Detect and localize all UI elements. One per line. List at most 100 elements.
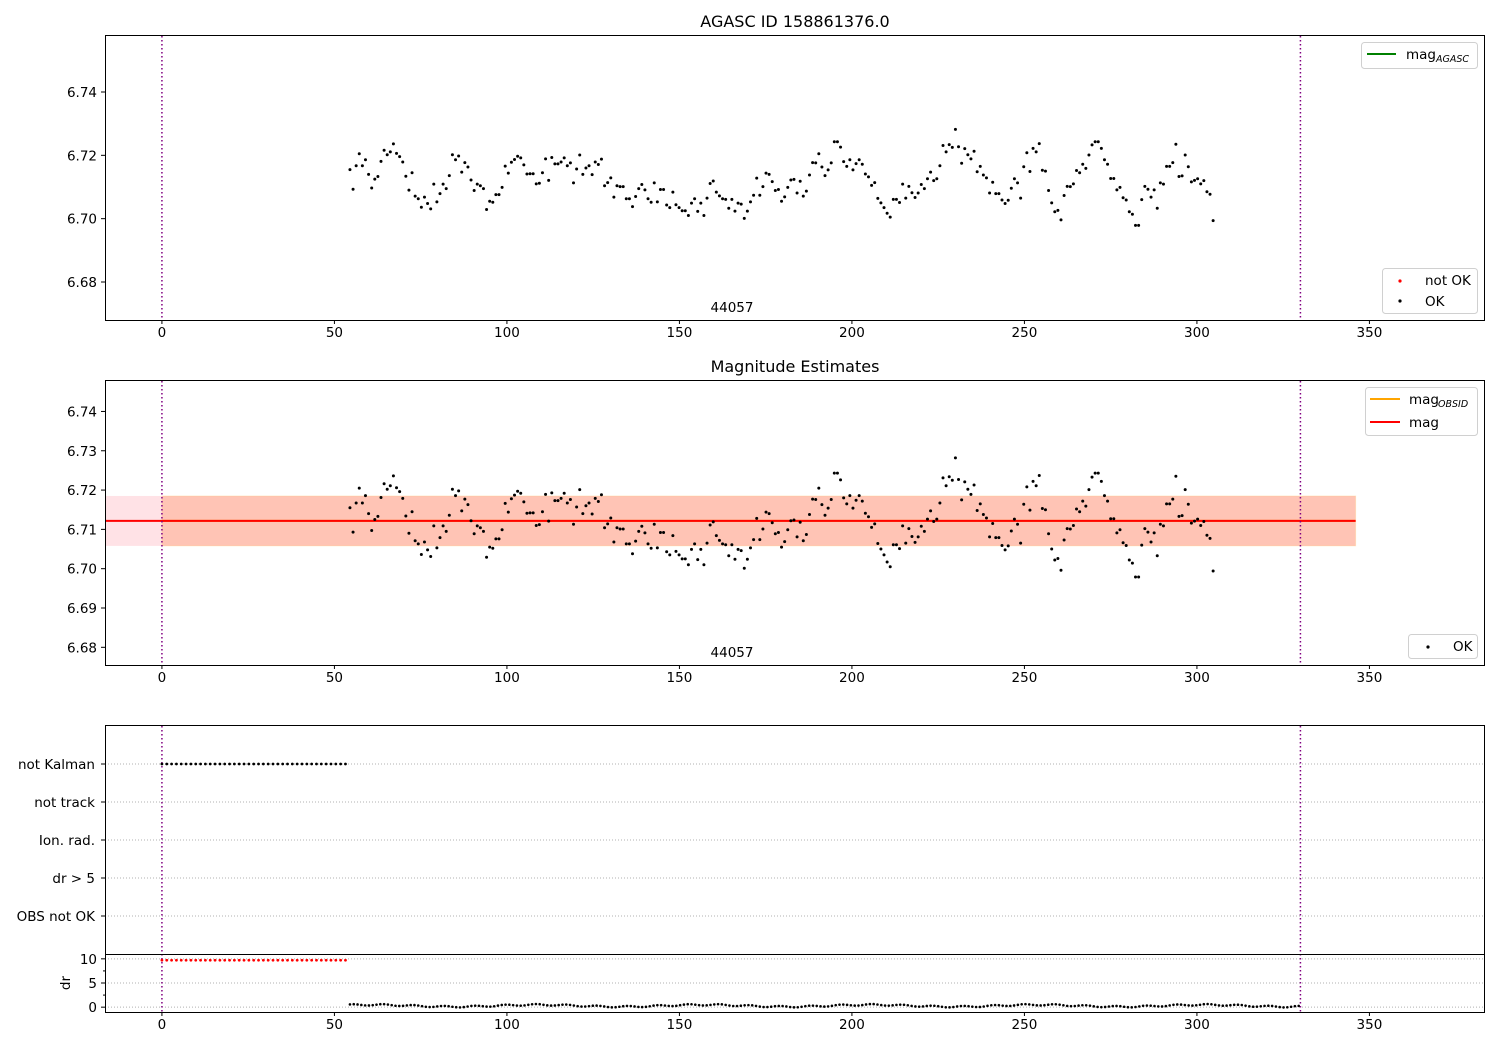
not-kalman-flag-point (218, 762, 222, 766)
dr-ok-point (1020, 1003, 1023, 1006)
ok-data-point (894, 197, 898, 201)
dr-tick-label: 5 (88, 976, 97, 992)
ok-data-point (525, 511, 529, 515)
not-kalman-flag-point (175, 762, 178, 766)
ok-data-point (764, 510, 768, 514)
ok-data-point (410, 171, 414, 175)
ok-data-point (748, 200, 752, 204)
ok-data-point (882, 206, 886, 210)
ok-data-point (1102, 494, 1106, 498)
ok-data-point (407, 531, 411, 535)
ok-data-point (631, 205, 635, 209)
panel3-gridlines (105, 763, 1485, 1008)
dr-not-ok-point (194, 958, 198, 962)
ok-data-point (472, 188, 476, 192)
ok-data-point (969, 492, 973, 496)
ok-data-point (792, 518, 796, 522)
ok-data-point (348, 506, 352, 510)
ok-data-point (854, 162, 858, 166)
dr-ok-point (648, 1004, 652, 1008)
ok-data-point (1040, 168, 1044, 172)
ok-data-point (773, 532, 777, 536)
ok-data-point (534, 523, 538, 527)
ok-data-point (835, 140, 839, 144)
ok-data-point (503, 164, 507, 168)
ok-data-point (655, 546, 659, 550)
ok-data-point (1146, 530, 1150, 534)
dr-ok-point (1084, 1003, 1088, 1007)
dr-ok-point (1119, 1004, 1122, 1008)
ok-data-point (1009, 529, 1013, 533)
dr-ok-point (1081, 1003, 1084, 1007)
dr-ok-point (602, 1005, 606, 1008)
ok-data-point (714, 534, 718, 538)
ok-data-point (1199, 182, 1203, 186)
dr-ok-point (1062, 1004, 1065, 1007)
dr-ok-point (682, 1003, 686, 1006)
ok-data-point (910, 534, 914, 538)
ok-data-point (621, 185, 625, 189)
ok-data-point (699, 547, 703, 551)
ok-data-point (919, 182, 923, 186)
not-ok-legend-marker (1398, 279, 1402, 283)
ok-data-point (994, 536, 998, 540)
ok-data-point (469, 178, 473, 182)
panel2-title: Magnitude Estimates (711, 357, 880, 376)
ok-data-point (497, 193, 501, 197)
ok-data-point (1037, 142, 1041, 146)
ok-data-point (1161, 182, 1165, 186)
ok-data-point (851, 506, 855, 510)
dr-ok-point (572, 1004, 576, 1007)
ok-data-point (953, 127, 957, 131)
ok-data-point (640, 524, 644, 528)
ok-data-point (885, 211, 889, 215)
ok-data-point (876, 196, 880, 200)
ok-data-point (680, 557, 684, 561)
dr-ok-point (508, 1003, 511, 1007)
dr-not-ok-point (315, 958, 318, 962)
ok-data-point (1053, 210, 1057, 214)
ok-data-point (615, 184, 619, 188)
ok-data-point (839, 478, 843, 482)
ok-data-point (866, 515, 870, 519)
ok-data-point (643, 188, 647, 192)
dr-ok-point (758, 1005, 762, 1008)
panel2-observation-boundaries (161, 381, 1302, 665)
not-kalman-flag-point (160, 762, 164, 766)
ok-data-point (683, 209, 687, 213)
ok-data-point (413, 194, 417, 198)
dr-ok-point (413, 1003, 416, 1007)
dr-ok-point (1126, 1005, 1130, 1009)
dr-ok-point (1027, 1003, 1031, 1006)
ok-data-point (848, 494, 852, 498)
ok-data-point (845, 164, 849, 168)
ok-data-point (547, 519, 551, 523)
dr-ok-point (1111, 1004, 1115, 1008)
ok-data-point (1171, 497, 1175, 501)
ok-data-point (513, 493, 517, 497)
ok-data-point (690, 201, 693, 205)
ok-data-point (562, 156, 566, 160)
ok-data-point (494, 193, 498, 197)
ok-data-point (1130, 561, 1134, 565)
dr-ok-point (720, 1003, 724, 1006)
x-tick-label: 350 (1357, 325, 1383, 341)
dr-ok-point (879, 1003, 883, 1007)
ok-data-point (391, 474, 395, 478)
panel2-ok-points (348, 456, 1215, 579)
ok-data-point (466, 503, 470, 507)
ok-data-point (1130, 212, 1134, 216)
dr-ok-point (583, 1005, 587, 1008)
dr-not-ok-point (271, 958, 275, 962)
ok-data-point (1205, 533, 1209, 537)
ok-data-point (932, 520, 936, 524)
ok-data-point (1099, 146, 1103, 150)
ok-data-point (1037, 474, 1041, 478)
panel3-dr-y-ticks: 0 5 10 (80, 952, 105, 1016)
ok-data-point (1115, 188, 1119, 192)
dr-ok-point (671, 1004, 674, 1008)
ok-data-point (730, 543, 734, 547)
ok-data-point (885, 560, 889, 564)
ok-data-point (826, 506, 830, 510)
dr-ok-point (1259, 1004, 1263, 1008)
